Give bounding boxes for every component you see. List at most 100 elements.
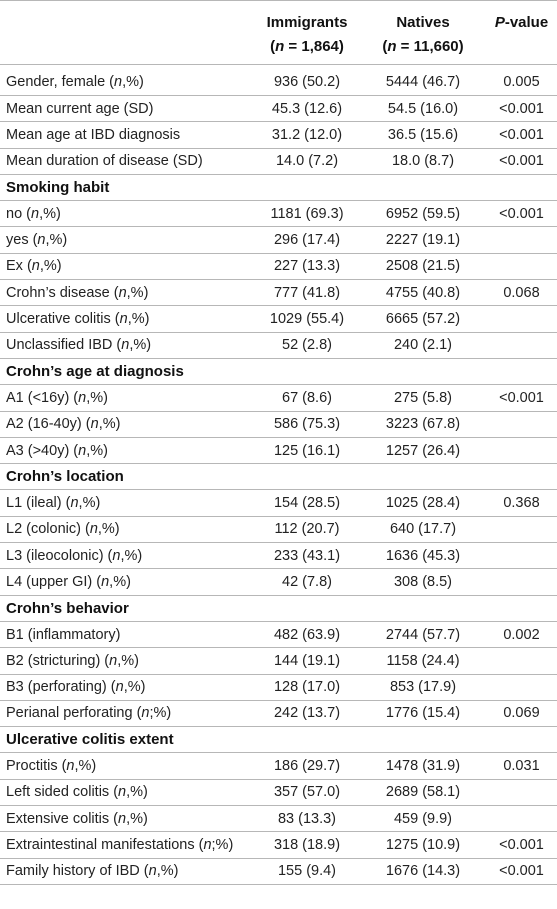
row-label: A3 (>40y) (n,%) — [6, 442, 108, 459]
table-header: Immigrants Natives P-value (n = 1,864) (… — [0, 1, 557, 65]
row-label: L3 (ileocolonic) (n,%) — [6, 547, 143, 564]
pvalue-value: 0.068 — [503, 284, 540, 301]
immigrants-value: 144 (19.1) — [273, 652, 341, 669]
natives-value: 459 (9.9) — [393, 810, 453, 827]
pvalue-value: 0.005 — [503, 74, 540, 90]
row-label: Left sided colitis (n,%) — [6, 784, 148, 801]
row-label: yes (n,%) — [6, 232, 68, 249]
immigrants-value: 233 (43.1) — [273, 547, 341, 564]
immigrants-value: 586 (75.3) — [273, 416, 341, 433]
natives-value: 2689 (58.1) — [385, 784, 461, 801]
pvalue-value: 0.368 — [503, 495, 540, 512]
table-row: no (n,%) 1181 (69.3) 6952 (59.5) <0.001 — [0, 201, 557, 227]
immigrants-value: 154 (28.5) — [273, 495, 341, 512]
row-label: no (n,%) — [6, 205, 61, 222]
table-body: Gender, female (n,%) 936 (50.2) 5444 (46.7… — [0, 65, 557, 885]
table-row: Unclassified IBD (n,%) 52 (2.8) 240 (2.1) — [0, 332, 557, 359]
section-header-row: Crohn’s behavior — [0, 595, 557, 622]
natives-value: 640 (17.7) — [389, 521, 457, 538]
immigrants-value: 777 (41.8) — [273, 284, 341, 301]
header-blank-2 — [0, 32, 254, 65]
pvalue-value: 0.031 — [503, 758, 540, 775]
table-row: Gender, female (n,%) 936 (50.2) 5444 (46.7… — [0, 65, 557, 96]
immigrants-value: 482 (63.9) — [273, 626, 341, 643]
pvalue-value — [486, 306, 557, 332]
row-label: Extraintestinal manifestations (n;%) — [6, 836, 234, 853]
immigrants-value: 128 (17.0) — [273, 679, 341, 696]
section-header-row: Ulcerative colitis extent — [0, 727, 557, 753]
natives-value: 2508 (21.5) — [385, 258, 461, 275]
row-label: Family history of IBD (n,%) — [6, 863, 179, 880]
row-label: Mean age at IBD diagnosis — [6, 126, 181, 143]
natives-value: 1676 (14.3) — [385, 863, 461, 880]
immigrants-value: 155 (9.4) — [277, 863, 337, 880]
immigrants-value: 242 (13.7) — [273, 705, 341, 722]
pvalue-value: <0.001 — [499, 836, 544, 853]
row-label: Ulcerative colitis (n,%) — [6, 311, 150, 328]
pvalue-value: 0.002 — [503, 626, 540, 643]
header-n-immigrants: (n = 1,864) — [270, 38, 344, 55]
row-label: B1 (inflammatory) — [6, 626, 121, 643]
immigrants-value: 357 (57.0) — [273, 784, 341, 801]
pvalue-value — [486, 674, 557, 700]
pvalue-value — [486, 411, 557, 437]
natives-value: 240 (2.1) — [393, 337, 453, 354]
pvalue-value — [486, 779, 557, 805]
header-n-natives: (n = 11,660) — [382, 38, 464, 55]
table-row: Crohn’s disease (n,%) 777 (41.8) 4755 (40.… — [0, 280, 557, 306]
table-row: Family history of IBD (n,%) 155 (9.4) 1676… — [0, 858, 557, 885]
immigrants-value: 14.0 (7.2) — [275, 153, 339, 170]
pvalue-value — [486, 516, 557, 542]
pvalue-value — [486, 569, 557, 595]
natives-value: 3223 (67.8) — [385, 416, 461, 433]
immigrants-value: 52 (2.8) — [282, 337, 332, 354]
section-title: Crohn’s behavior — [6, 599, 129, 617]
row-label: B2 (stricturing) (n,%) — [6, 652, 139, 669]
natives-value: 4755 (40.8) — [385, 284, 461, 301]
immigrants-value: 227 (13.3) — [273, 258, 341, 275]
row-label: A2 (16-40y) (n,%) — [6, 416, 121, 433]
immigrants-value: 83 (13.3) — [277, 810, 337, 827]
header-blank — [0, 1, 254, 33]
pvalue-value: <0.001 — [499, 205, 544, 222]
header-natives: Natives — [396, 14, 450, 31]
immigrants-value: 186 (29.7) — [273, 758, 341, 775]
natives-value: 1025 (28.4) — [385, 495, 461, 512]
natives-value: 1257 (26.4) — [385, 442, 461, 459]
natives-value: 308 (8.5) — [393, 573, 453, 590]
immigrants-value: 42 (7.8) — [282, 573, 332, 590]
row-label: L4 (upper GI) (n,%) — [6, 573, 131, 590]
section-title: Ulcerative colitis extent — [6, 731, 174, 749]
natives-value: 54.5 (16.0) — [387, 100, 459, 117]
pvalue-value — [486, 543, 557, 569]
row-label: Mean current age (SD) — [6, 100, 154, 117]
section-header-row: Crohn’s age at diagnosis — [0, 358, 557, 385]
natives-value: 2744 (57.7) — [385, 626, 461, 643]
immigrants-value: 936 (50.2) — [273, 74, 341, 90]
table-row: Extraintestinal manifestations (n;%) 318 … — [0, 832, 557, 859]
immigrants-value: 31.2 (12.0) — [271, 126, 343, 143]
table-row: Mean age at IBD diagnosis 31.2 (12.0) 36.5… — [0, 122, 557, 149]
immigrants-value: 125 (16.1) — [273, 442, 341, 459]
natives-value: 853 (17.9) — [389, 679, 457, 696]
section-title: Smoking habit — [6, 179, 110, 197]
row-label: A1 (<16y) (n,%) — [6, 389, 108, 406]
natives-value: 18.0 (8.7) — [391, 153, 455, 170]
table-row: L3 (ileocolonic) (n,%) 233 (43.1) 1636 (45… — [0, 543, 557, 569]
pvalue-value — [486, 253, 557, 279]
table-row: A1 (<16y) (n,%) 67 (8.6) 275 (5.8) <0.001 — [0, 385, 557, 412]
natives-value: 1636 (45.3) — [385, 547, 461, 564]
section-title: Crohn’s age at diagnosis — [6, 363, 184, 381]
natives-value: 5444 (46.7) — [385, 74, 461, 90]
pvalue-value: <0.001 — [499, 100, 544, 117]
natives-value: 6665 (57.2) — [385, 311, 461, 328]
row-label: Extensive colitis (n,%) — [6, 810, 148, 827]
baseline-characteristics-table: Immigrants Natives P-value (n = 1,864) (… — [0, 0, 557, 885]
row-label: B3 (perforating) (n,%) — [6, 679, 146, 696]
table-row: B1 (inflammatory) 482 (63.9) 2744 (57.7) 0.… — [0, 621, 557, 648]
row-label: Gender, female (n,%) — [6, 74, 144, 90]
table-row: L4 (upper GI) (n,%) 42 (7.8) 308 (8.5) — [0, 569, 557, 596]
table-row: Perianal perforating (n;%) 242 (13.7) 1776… — [0, 700, 557, 727]
table-row: B2 (stricturing) (n,%) 144 (19.1) 1158 (24… — [0, 648, 557, 675]
immigrants-value: 1181 (69.3) — [270, 205, 344, 222]
